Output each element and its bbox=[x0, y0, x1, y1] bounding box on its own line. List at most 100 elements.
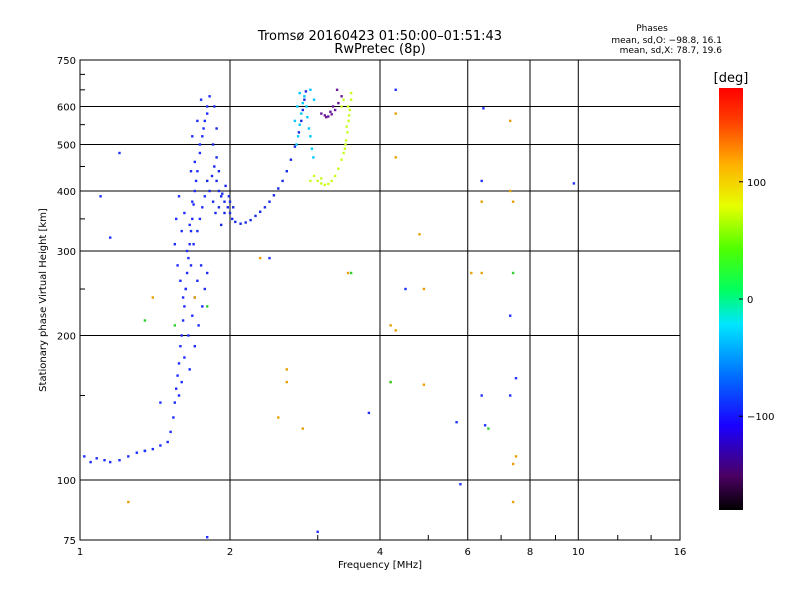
series-7 bbox=[143, 271, 515, 430]
data-point bbox=[285, 170, 288, 173]
chart-title: Tromsø 20160423 01:50:00–01:51:43 bbox=[257, 29, 502, 44]
data-point bbox=[223, 211, 226, 215]
data-point bbox=[187, 334, 190, 337]
colorbar-label: [deg] bbox=[714, 71, 749, 86]
data-point bbox=[325, 116, 328, 119]
data-point bbox=[172, 416, 175, 419]
data-point bbox=[342, 98, 345, 101]
data-point bbox=[298, 123, 301, 126]
data-point bbox=[268, 200, 271, 203]
data-point bbox=[333, 174, 337, 178]
data-point bbox=[309, 179, 312, 183]
data-point bbox=[394, 156, 397, 159]
data-point bbox=[394, 88, 397, 91]
data-point bbox=[188, 368, 191, 371]
data-point bbox=[176, 264, 179, 267]
data-point bbox=[303, 98, 306, 101]
data-point bbox=[215, 179, 218, 183]
data-point bbox=[183, 305, 186, 308]
data-point bbox=[199, 264, 203, 267]
series-4 bbox=[320, 88, 343, 119]
data-point bbox=[330, 179, 333, 183]
data-point bbox=[210, 174, 214, 178]
data-point bbox=[249, 218, 252, 222]
data-point bbox=[340, 95, 343, 98]
data-point bbox=[289, 158, 293, 161]
data-point bbox=[323, 183, 326, 187]
data-point bbox=[327, 115, 330, 118]
data-point bbox=[312, 156, 315, 159]
series-6 bbox=[99, 88, 576, 539]
data-point bbox=[215, 127, 218, 130]
data-point bbox=[367, 411, 371, 415]
data-point bbox=[206, 179, 209, 183]
data-point bbox=[306, 116, 309, 119]
data-point bbox=[159, 401, 162, 404]
colorbar-tick-label: 0 bbox=[747, 295, 753, 306]
chart-subtitle: RwPretec (8p) bbox=[334, 42, 425, 57]
x-tick-label: 16 bbox=[674, 547, 687, 558]
data-point bbox=[181, 296, 185, 299]
data-point bbox=[293, 119, 297, 123]
data-point bbox=[259, 256, 262, 260]
x-tick-label: 8 bbox=[527, 547, 533, 558]
data-point bbox=[223, 200, 226, 203]
data-point bbox=[185, 249, 189, 253]
data-point bbox=[480, 200, 483, 203]
data-point bbox=[295, 143, 298, 146]
data-point bbox=[176, 374, 179, 377]
data-point bbox=[206, 105, 209, 108]
data-point bbox=[281, 179, 284, 183]
data-point bbox=[297, 131, 301, 134]
y-tick-label: 400 bbox=[57, 187, 76, 198]
data-point bbox=[329, 110, 332, 113]
data-point bbox=[211, 143, 215, 146]
data-point bbox=[511, 200, 515, 203]
data-point bbox=[179, 345, 182, 348]
data-point bbox=[418, 233, 421, 236]
data-point bbox=[349, 91, 353, 95]
data-point bbox=[234, 220, 237, 224]
data-point bbox=[179, 279, 182, 282]
data-point bbox=[196, 119, 199, 123]
data-point bbox=[263, 206, 267, 209]
data-point bbox=[470, 271, 473, 275]
data-point bbox=[194, 179, 198, 183]
data-point bbox=[181, 319, 185, 322]
data-point bbox=[480, 179, 483, 183]
data-point bbox=[159, 444, 162, 447]
data-point bbox=[189, 229, 193, 233]
data-point bbox=[285, 380, 288, 384]
data-point bbox=[330, 113, 333, 116]
data-point bbox=[511, 462, 515, 466]
data-point bbox=[259, 210, 262, 213]
data-point bbox=[307, 127, 311, 130]
data-point bbox=[509, 394, 512, 397]
data-point bbox=[337, 101, 340, 105]
data-point bbox=[203, 119, 206, 123]
data-point bbox=[459, 483, 462, 486]
data-point bbox=[83, 455, 86, 458]
data-point bbox=[189, 264, 193, 267]
data-point bbox=[143, 449, 147, 453]
x-tick-label: 6 bbox=[465, 547, 471, 558]
data-point bbox=[135, 451, 138, 454]
data-point bbox=[220, 195, 223, 198]
data-point bbox=[337, 167, 340, 170]
data-point bbox=[300, 112, 303, 115]
data-point bbox=[514, 455, 518, 458]
data-point bbox=[509, 189, 512, 193]
data-point bbox=[480, 271, 483, 275]
data-point bbox=[228, 200, 232, 203]
data-point bbox=[309, 88, 312, 91]
data-point bbox=[185, 271, 189, 275]
colorbar-tick-label: −100 bbox=[747, 412, 774, 423]
data-point bbox=[118, 459, 121, 462]
data-point bbox=[193, 296, 196, 299]
data-point bbox=[342, 151, 345, 155]
data-point bbox=[344, 143, 347, 146]
data-point bbox=[349, 271, 353, 275]
data-point bbox=[310, 147, 314, 150]
data-point bbox=[232, 206, 235, 209]
